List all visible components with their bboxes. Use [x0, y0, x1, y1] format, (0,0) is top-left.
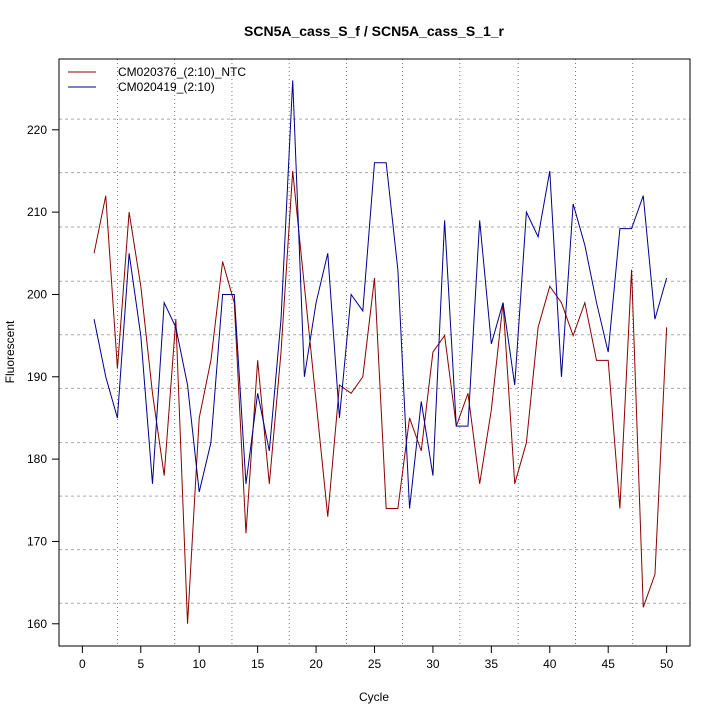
y-tick-label: 170	[27, 534, 47, 548]
x-tick-label: 35	[485, 657, 499, 671]
y-axis-label: Fluorescent	[3, 320, 17, 383]
chart-title: SCN5A_cass_S_f / SCN5A_cass_S_1_r	[244, 23, 504, 39]
y-tick-label: 200	[27, 287, 47, 301]
legend: CM020376_(2:10)_NTC CM020419_(2:10)	[68, 65, 246, 94]
x-tick-label: 0	[79, 657, 86, 671]
y-axis: 160 170 180 190 200 210 220	[27, 123, 60, 631]
x-tick-label: 10	[193, 657, 207, 671]
series-line-1	[93, 80, 668, 509]
x-tick-label: 20	[309, 657, 323, 671]
x-tick-label: 25	[368, 657, 382, 671]
y-tick-label: 210	[27, 205, 47, 219]
series-line-0	[93, 170, 668, 624]
x-axis-label: Cycle	[359, 690, 389, 704]
x-axis: 0 5 10 15 20 25 30 35 40 45 50	[79, 645, 674, 671]
series-lines	[93, 80, 668, 624]
legend-label-sample: CM020419_(2:10)	[118, 80, 215, 94]
y-tick-label: 160	[27, 617, 47, 631]
x-tick-label: 50	[660, 657, 674, 671]
x-tick-label: 40	[543, 657, 557, 671]
x-tick-label: 15	[251, 657, 265, 671]
x-tick-label: 5	[137, 657, 144, 671]
y-tick-label: 180	[27, 452, 47, 466]
x-tick-label: 30	[426, 657, 440, 671]
x-tick-label: 45	[602, 657, 616, 671]
legend-label-ntc: CM020376_(2:10)_NTC	[118, 65, 246, 79]
y-tick-label: 190	[27, 370, 47, 384]
y-tick-label: 220	[27, 123, 47, 137]
